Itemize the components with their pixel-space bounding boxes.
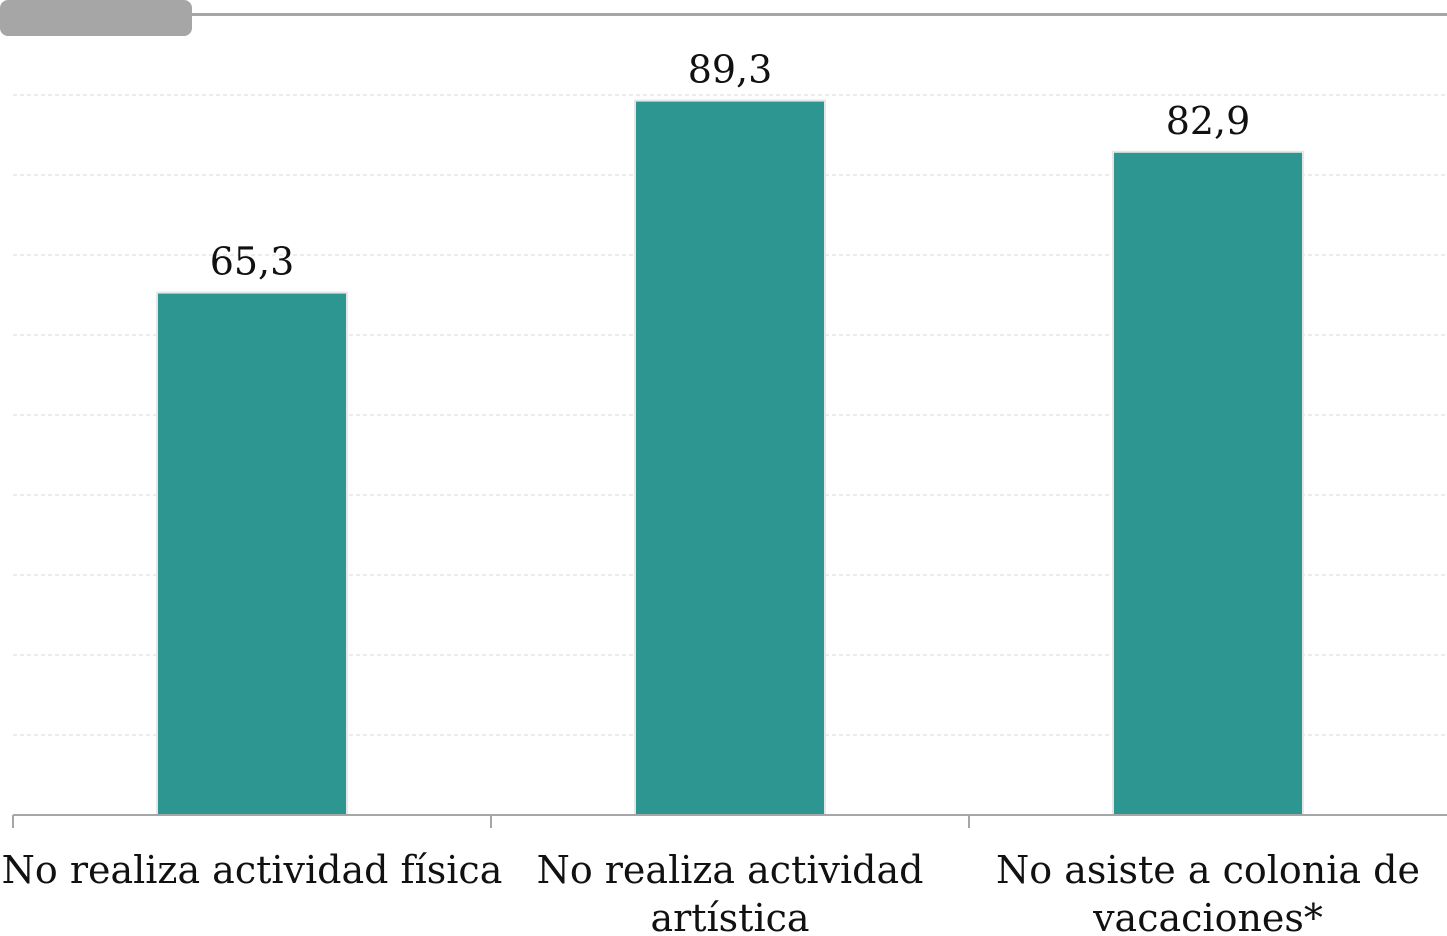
header-tab [0, 0, 192, 36]
category-label: No realiza actividad física [2, 848, 503, 892]
bar [634, 99, 826, 817]
x-axis [12, 814, 1447, 828]
data-label: 82,9 [1166, 99, 1251, 143]
data-label: 65,3 [210, 240, 295, 284]
category-label: No realiza actividad [537, 848, 924, 892]
data-labels: 65,3 89,3 82,9 [210, 48, 1251, 284]
bars [156, 99, 1304, 817]
data-label: 89,3 [688, 48, 773, 92]
bar [1112, 150, 1304, 817]
category-labels: No realiza actividad física No realiza ac… [2, 848, 1420, 936]
category-label: vacaciones* [1092, 896, 1323, 936]
bar [156, 291, 348, 817]
header-rule [180, 13, 1447, 16]
category-label: artística [650, 896, 809, 936]
category-label: No asiste a colonia de [996, 848, 1420, 892]
